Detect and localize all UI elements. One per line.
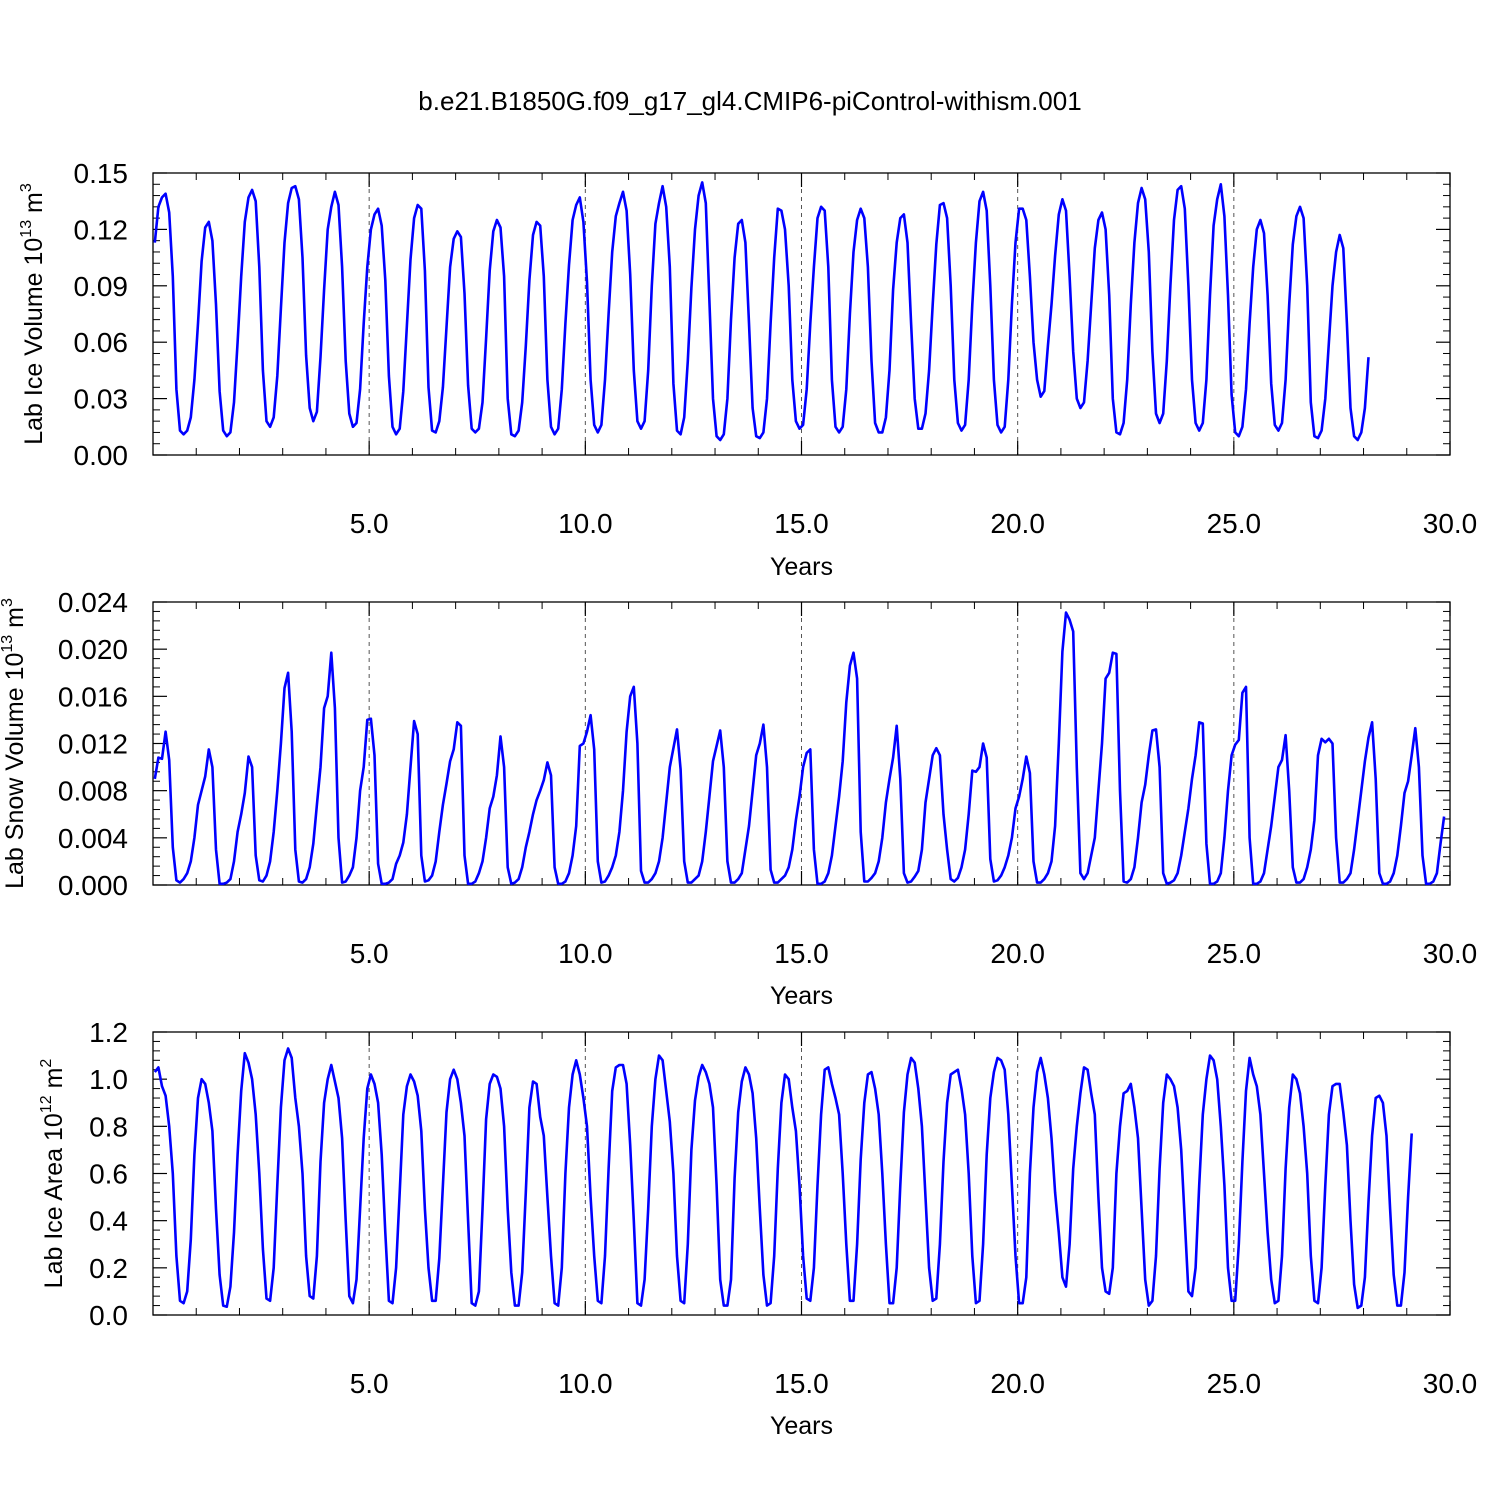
x-tick-label: 10.0 <box>558 1368 613 1399</box>
y-axis-label-unit: m <box>40 1068 68 1096</box>
x-tick-label: 10.0 <box>558 508 613 539</box>
y-axis-label-unit-exponent: 2 <box>38 1059 55 1068</box>
panel-1: 0.00 0.03 0.06 0.09 0.12 0.15 5.0 10.0 15.0 20.0 2… <box>18 158 1477 581</box>
y-tick-label: 0.09 <box>74 271 129 302</box>
series-line <box>153 611 1446 886</box>
x-axis-label: Years <box>770 1412 833 1440</box>
y-tick-label: 0.03 <box>74 384 129 415</box>
y-axis-label: Lab Ice Area 1012 m2 <box>38 1059 68 1289</box>
y-tick-label: 0.6 <box>89 1159 128 1190</box>
y-axis-label-base: Lab Ice Volume 10 <box>20 238 48 445</box>
y-tick-label: 0.000 <box>58 870 128 901</box>
y-tick-label: 0.012 <box>58 729 128 760</box>
y-axis-label-base: Lab Snow Volume 10 <box>1 653 29 889</box>
x-tick-label: 25.0 <box>1207 508 1262 539</box>
y-axis-label-exponent: 13 <box>0 635 16 653</box>
x-tick-label: 20.0 <box>990 938 1045 969</box>
x-tick-label: 10.0 <box>558 938 613 969</box>
y-tick-label: 1.0 <box>89 1064 128 1095</box>
x-tick-label: 5.0 <box>350 1368 389 1399</box>
x-axis-label: Years <box>770 553 833 581</box>
y-tick-label: 0.15 <box>74 158 129 189</box>
x-tick-label: 25.0 <box>1207 1368 1262 1399</box>
x-tick-label: 15.0 <box>774 508 829 539</box>
x-tick-label: 20.0 <box>990 508 1045 539</box>
y-axis-label-unit: m <box>1 607 29 635</box>
x-tick-label: 15.0 <box>774 1368 829 1399</box>
y-tick-label: 0.024 <box>58 587 128 618</box>
y-tick-label: 0.016 <box>58 681 128 712</box>
figure-title: b.e21.B1850G.f09_g17_gl4.CMIP6-piControl… <box>418 86 1081 116</box>
y-axis-label-exponent: 12 <box>38 1095 55 1113</box>
x-tick-label: 15.0 <box>774 938 829 969</box>
y-tick-label: 0.0 <box>89 1300 128 1331</box>
y-axis-label-unit-exponent: 3 <box>0 598 16 607</box>
y-axis-label-unit: m <box>20 192 48 220</box>
y-axis-label: Lab Ice Volume 1013 m3 <box>18 183 48 445</box>
x-tick-label: 5.0 <box>350 508 389 539</box>
y-tick-label: 0.00 <box>74 440 129 471</box>
y-tick-label: 1.2 <box>89 1017 128 1048</box>
panel-2: 0.000 0.004 0.008 0.012 0.016 0.020 0.024 5.0 10… <box>0 587 1477 1010</box>
panel-3: 0.0 0.2 0.4 0.6 0.8 1.0 1.2 5.0 10.0 15.0 20.0 25.0… <box>38 1017 1477 1440</box>
y-tick-label: 0.020 <box>58 634 128 665</box>
y-tick-label: 0.2 <box>89 1253 128 1284</box>
y-tick-label: 0.004 <box>58 823 128 854</box>
x-axis-label: Years <box>770 982 833 1010</box>
x-tick-label: 5.0 <box>350 938 389 969</box>
y-tick-label: 0.06 <box>74 327 129 358</box>
y-axis-label-exponent: 13 <box>18 220 35 238</box>
x-tick-label: 20.0 <box>990 1368 1045 1399</box>
y-axis-label-base: Lab Ice Area 10 <box>40 1113 68 1288</box>
y-tick-label: 0.12 <box>74 214 129 245</box>
series-line <box>153 1047 1413 1310</box>
y-tick-label: 0.4 <box>89 1206 128 1237</box>
y-axis-label-unit-exponent: 3 <box>18 183 35 192</box>
y-tick-label: 0.008 <box>58 776 128 807</box>
series-line <box>153 181 1370 442</box>
y-tick-label: 0.8 <box>89 1111 128 1142</box>
x-tick-label: 30.0 <box>1423 508 1478 539</box>
x-tick-label: 30.0 <box>1423 938 1478 969</box>
x-tick-label: 25.0 <box>1207 938 1262 969</box>
y-axis-label: Lab Snow Volume 1013 m3 <box>0 598 29 889</box>
x-tick-label: 30.0 <box>1423 1368 1478 1399</box>
